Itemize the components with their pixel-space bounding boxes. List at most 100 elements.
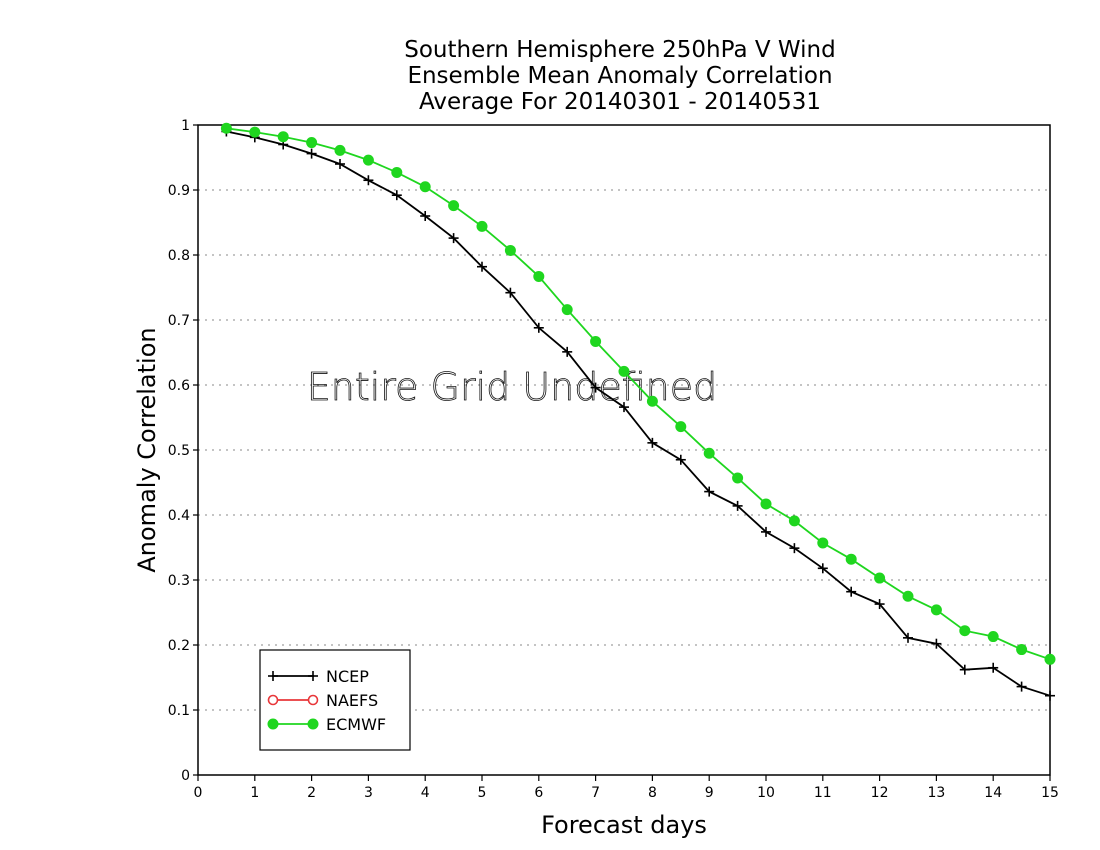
chart-title-line-2: Ensemble Mean Anomaly Correlation	[407, 63, 833, 89]
data-point-ecmwf	[930, 604, 942, 616]
data-point-ncep	[477, 261, 487, 272]
x-tick-label: 0	[194, 785, 203, 801]
data-point-ecmwf	[561, 304, 573, 316]
data-point-ecmwf	[391, 166, 403, 178]
data-point-ncep	[448, 233, 459, 244]
data-point-ncep	[903, 632, 913, 643]
x-tick-label: 6	[534, 785, 543, 801]
data-point-ncep	[505, 287, 516, 298]
x-tick-label: 1	[250, 785, 259, 801]
data-point-ncep	[704, 486, 715, 497]
chart-title-line-3: Average For 20140301 - 20140531	[418, 89, 822, 115]
data-point-ecmwf	[987, 631, 999, 643]
data-point-ncep	[874, 599, 885, 610]
data-point-ecmwf	[306, 137, 318, 149]
x-axis-label: Forecast days	[541, 811, 707, 839]
data-point-ncep	[533, 322, 544, 333]
series-line-ncep	[226, 130, 1051, 697]
data-point-ncep	[363, 175, 374, 186]
x-tick-label: 15	[1041, 785, 1059, 801]
data-point-ncep	[931, 638, 942, 649]
y-tick-label: 0.7	[168, 313, 190, 329]
data-point-ncep	[1016, 681, 1027, 692]
data-point-ncep	[1045, 690, 1055, 701]
y-tick-label: 0.1	[168, 703, 190, 719]
y-tick-label: 0.2	[168, 638, 190, 654]
data-point-ncep	[306, 148, 317, 159]
data-point-ncep	[420, 211, 431, 221]
data-point-ncep	[619, 402, 629, 413]
data-point-ncep	[988, 662, 999, 673]
data-point-ecmwf	[448, 200, 460, 212]
data-point-ecmwf	[334, 144, 346, 156]
data-point-ncep	[732, 500, 743, 511]
data-point-ecmwf	[646, 395, 658, 407]
legend-label-ncep: NCEP	[326, 667, 369, 686]
legend-marker-naefs	[307, 694, 319, 706]
data-point-ncep	[817, 563, 828, 574]
x-tick-label: 8	[648, 785, 657, 801]
data-point-ecmwf	[277, 131, 289, 143]
data-point-ncep	[562, 346, 573, 357]
data-point-ncep	[647, 437, 658, 448]
x-tick-label: 5	[478, 785, 487, 801]
legend-marker-ecmwf	[307, 718, 319, 730]
data-point-ecmwf	[362, 154, 374, 166]
legend-label-ecmwf: ECMWF	[326, 715, 386, 734]
x-tick-label: 13	[927, 785, 945, 801]
data-point-ncep	[846, 586, 857, 597]
y-tick-label: 0	[181, 768, 190, 784]
y-tick-label: 0.9	[168, 183, 190, 199]
data-point-ecmwf	[220, 122, 232, 134]
data-point-ncep	[335, 159, 345, 169]
data-point-ecmwf	[817, 537, 829, 549]
legend: NCEP NAEFS ECMWF	[259, 649, 411, 751]
x-tick-label: 9	[705, 785, 714, 801]
y-tick-label: 1	[181, 118, 190, 134]
data-point-ecmwf	[618, 365, 630, 377]
data-point-ecmwf	[1044, 653, 1056, 665]
data-point-ecmwf	[675, 421, 687, 433]
x-tick-label: 7	[591, 785, 600, 801]
data-point-ecmwf	[249, 126, 261, 138]
data-point-ncep	[391, 190, 402, 201]
data-point-ecmwf	[504, 244, 516, 256]
data-point-ecmwf	[959, 625, 971, 637]
y-tick-label: 0.3	[168, 573, 190, 589]
data-point-ncep	[959, 664, 970, 675]
data-point-ecmwf	[845, 553, 857, 565]
x-tick-label: 3	[364, 785, 373, 801]
y-tick-label: 0.4	[168, 508, 190, 524]
data-point-ecmwf	[476, 220, 488, 232]
y-tick-label: 0.5	[168, 443, 190, 459]
x-tick-label: 11	[814, 785, 832, 801]
data-point-ecmwf	[703, 447, 715, 459]
data-point-ecmwf	[732, 472, 744, 484]
data-point-ecmwf	[788, 515, 800, 527]
data-point-ecmwf	[590, 335, 602, 347]
y-axis-label: Anomaly Correlation	[133, 327, 161, 572]
data-point-ecmwf	[760, 498, 772, 510]
data-point-ncep	[675, 454, 686, 465]
y-tick-label: 0.8	[168, 248, 190, 264]
x-tick-label: 14	[984, 785, 1002, 801]
legend-marker-naefs	[267, 694, 279, 706]
chart-title-line-1: Southern Hemisphere 250hPa V Wind	[404, 37, 836, 63]
data-point-ncep	[761, 526, 771, 537]
x-tick-label: 2	[307, 785, 316, 801]
legend-marker-ncep	[308, 671, 318, 681]
data-point-ncep	[789, 543, 800, 554]
data-point-ecmwf	[902, 590, 914, 602]
legend-marker-ecmwf	[267, 718, 279, 730]
x-tick-label: 4	[421, 785, 430, 801]
y-tick-label: 0.6	[168, 378, 190, 394]
data-point-ecmwf	[874, 572, 886, 584]
legend-label-naefs: NAEFS	[326, 691, 378, 710]
data-point-ecmwf	[419, 181, 431, 193]
data-point-ncep	[590, 382, 601, 393]
x-tick-label: 12	[871, 785, 889, 801]
data-point-ecmwf	[1016, 644, 1028, 656]
data-point-ecmwf	[533, 270, 545, 282]
legend-marker-ncep	[268, 671, 278, 681]
